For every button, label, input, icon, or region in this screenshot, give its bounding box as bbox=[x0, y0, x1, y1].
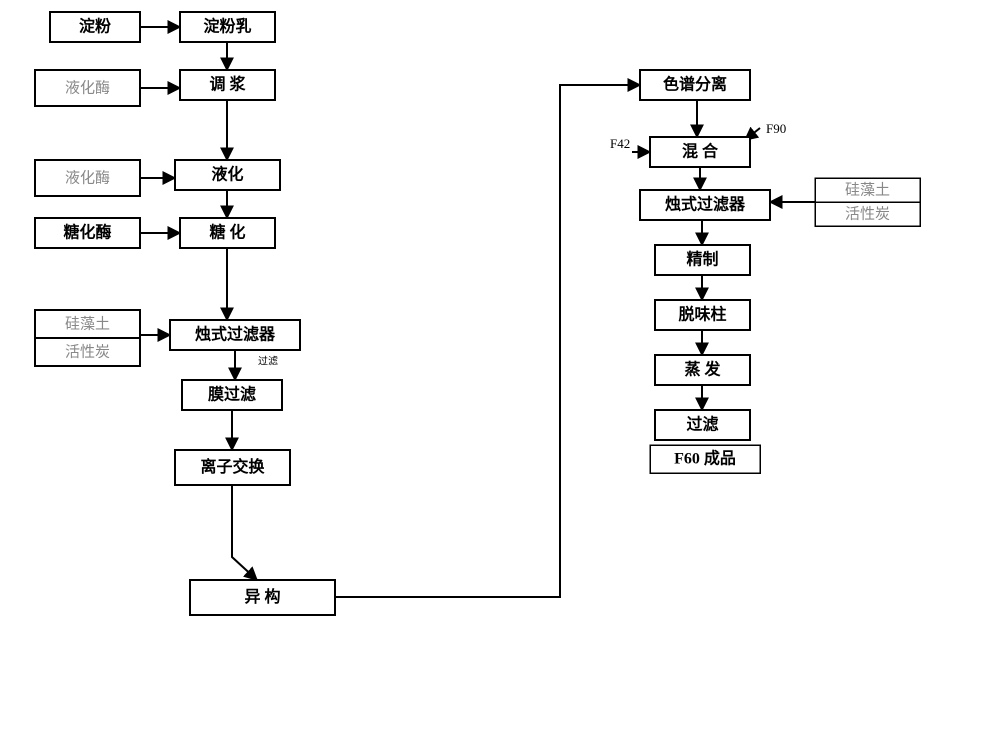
side-label-lbl_filt_small: 过滤 bbox=[258, 354, 278, 367]
node-label: 调 浆 bbox=[209, 75, 246, 94]
node-label: 液化 bbox=[211, 165, 243, 184]
node-label: 离子交换 bbox=[200, 457, 265, 476]
node-n_membrane: 膜过滤 bbox=[182, 380, 282, 410]
node-n_carbon1: 活性炭 bbox=[35, 338, 140, 366]
node-n_refine: 精制 bbox=[655, 245, 750, 275]
side-label-lbl_f90: F90 bbox=[766, 121, 786, 136]
node-label: 烛式过滤器 bbox=[195, 325, 276, 344]
node-label: 硅藻土 bbox=[65, 315, 110, 332]
node-n_diatom1a: 硅藻土 bbox=[35, 310, 140, 338]
node-n_ionex: 离子交换 bbox=[175, 450, 290, 485]
node-n_liquefy: 液化 bbox=[175, 160, 280, 190]
node-n_liq_enzyme1: 液化酶 bbox=[35, 70, 140, 106]
node-label: 硅藻土 bbox=[845, 181, 890, 198]
node-n_product: F60 成品 bbox=[650, 445, 760, 473]
node-n_deodor: 脱味柱 bbox=[655, 300, 750, 330]
node-n_saccharify: 糖 化 bbox=[180, 218, 275, 248]
flowchart-canvas: 淀粉淀粉乳液化酶调 浆液化酶液化糖化酶糖 化硅藻土活性炭烛式过滤器膜过滤离子交换… bbox=[0, 0, 1000, 729]
node-n_candle2: 烛式过滤器 bbox=[640, 190, 770, 220]
node-n_mix_slurry: 调 浆 bbox=[180, 70, 275, 100]
node-n_starch: 淀粉 bbox=[50, 12, 140, 42]
node-n_isomer: 异 构 bbox=[190, 580, 335, 615]
node-n_candle1: 烛式过滤器 bbox=[170, 320, 300, 350]
node-n_sac_enzyme: 糖化酶 bbox=[35, 218, 140, 248]
node-label: 混 合 bbox=[682, 142, 719, 161]
node-label: 过滤 bbox=[686, 415, 718, 434]
node-label: 异 构 bbox=[244, 587, 280, 606]
node-n_blend: 混 合 bbox=[650, 137, 750, 167]
edge-e12 bbox=[232, 485, 257, 580]
node-n_starch_milk: 淀粉乳 bbox=[180, 12, 275, 42]
node-n_filter: 过滤 bbox=[655, 410, 750, 440]
node-label: 烛式过滤器 bbox=[665, 195, 746, 214]
node-label: 膜过滤 bbox=[208, 385, 256, 404]
node-label: 精制 bbox=[686, 250, 718, 269]
node-label: 淀粉 bbox=[79, 17, 111, 36]
node-n_chroma: 色谱分离 bbox=[640, 70, 750, 100]
edge-e13 bbox=[335, 85, 640, 597]
node-n_evap: 蒸 发 bbox=[655, 355, 750, 385]
node-label: 糖化酶 bbox=[63, 223, 111, 242]
node-label: 脱味柱 bbox=[678, 305, 726, 324]
node-n_liq_enzyme2: 液化酶 bbox=[35, 160, 140, 196]
node-label: 活性炭 bbox=[845, 205, 890, 222]
node-label: 液化酶 bbox=[65, 79, 110, 96]
side-label-lbl_f42: F42 bbox=[610, 136, 630, 151]
node-label: 液化酶 bbox=[65, 169, 110, 186]
node-label: 色谱分离 bbox=[663, 75, 727, 94]
node-label: F60 成品 bbox=[674, 449, 736, 468]
node-n_carbon2: 活性炭 bbox=[815, 202, 920, 226]
node-label: 活性炭 bbox=[65, 343, 110, 360]
node-label: 蒸 发 bbox=[684, 360, 721, 379]
node-label: 淀粉乳 bbox=[203, 17, 251, 36]
node-n_diatom2: 硅藻土 bbox=[815, 178, 920, 202]
node-label: 糖 化 bbox=[209, 223, 245, 242]
